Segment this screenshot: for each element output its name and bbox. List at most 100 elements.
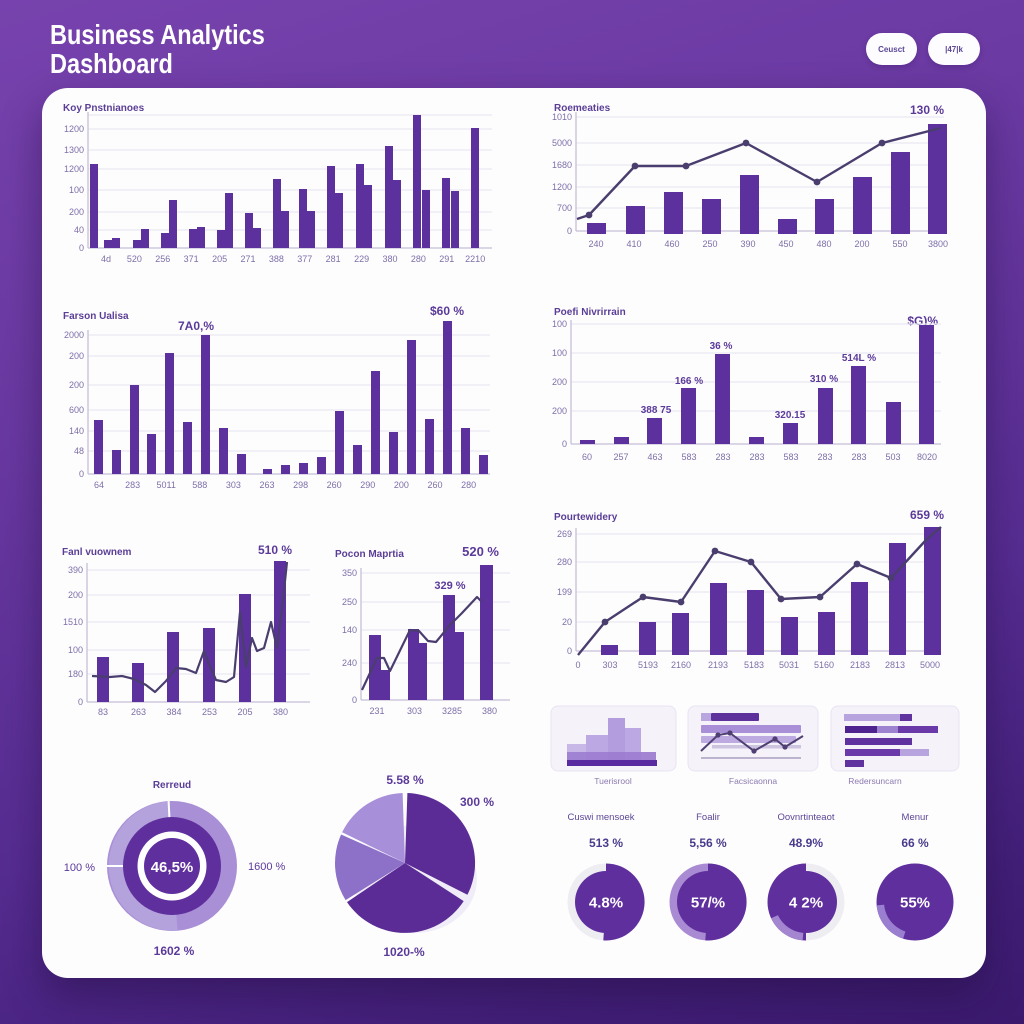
- svg-text:250: 250: [342, 597, 357, 607]
- svg-text:4 2%: 4 2%: [789, 895, 823, 912]
- svg-text:329 %: 329 %: [434, 580, 465, 592]
- svg-text:659 %: 659 %: [910, 508, 944, 522]
- svg-text:5160: 5160: [814, 660, 834, 670]
- svg-text:200: 200: [552, 406, 567, 416]
- svg-text:260: 260: [327, 480, 342, 490]
- svg-text:100: 100: [552, 348, 567, 358]
- svg-text:7A0,%: 7A0,%: [178, 319, 214, 333]
- svg-text:303: 303: [226, 480, 241, 490]
- svg-text:1020-%: 1020-%: [383, 945, 425, 959]
- svg-text:460: 460: [664, 239, 679, 249]
- svg-text:205: 205: [212, 254, 227, 264]
- svg-text:66 %: 66 %: [901, 836, 929, 850]
- svg-text:0: 0: [567, 226, 572, 236]
- svg-text:263: 263: [131, 707, 146, 717]
- svg-text:1600 %: 1600 %: [248, 861, 286, 873]
- svg-text:0: 0: [575, 660, 580, 670]
- svg-text:1200: 1200: [64, 164, 84, 174]
- svg-text:380: 380: [482, 706, 497, 716]
- svg-text:200: 200: [854, 239, 869, 249]
- svg-text:5000: 5000: [920, 660, 940, 670]
- svg-text:253: 253: [202, 707, 217, 717]
- svg-text:Tuerisrool: Tuerisrool: [594, 776, 632, 786]
- svg-text:1010: 1010: [552, 112, 572, 122]
- svg-text:520: 520: [127, 254, 142, 264]
- svg-text:300 %: 300 %: [460, 795, 494, 809]
- svg-text:100: 100: [552, 319, 567, 329]
- svg-text:2000: 2000: [64, 330, 84, 340]
- svg-text:5,56 %: 5,56 %: [689, 836, 727, 850]
- svg-text:Pourtewidery: Pourtewidery: [554, 512, 618, 523]
- svg-text:5193: 5193: [638, 660, 658, 670]
- svg-text:8020: 8020: [917, 452, 937, 462]
- svg-text:0: 0: [78, 697, 83, 707]
- svg-text:130 %: 130 %: [910, 103, 944, 117]
- svg-text:1300: 1300: [64, 145, 84, 155]
- svg-text:0: 0: [567, 646, 572, 656]
- svg-text:Redersuncarn: Redersuncarn: [848, 776, 902, 786]
- svg-text:283: 283: [851, 452, 866, 462]
- svg-text:100 %: 100 %: [64, 862, 95, 874]
- svg-text:$60 %: $60 %: [430, 304, 464, 318]
- svg-text:260: 260: [427, 480, 442, 490]
- svg-text:291: 291: [439, 254, 454, 264]
- svg-text:390: 390: [68, 565, 83, 575]
- svg-text:3285: 3285: [442, 706, 462, 716]
- svg-text:Cuswi mensoek: Cuswi mensoek: [567, 812, 634, 823]
- svg-text:280: 280: [461, 480, 476, 490]
- svg-text:380: 380: [273, 707, 288, 717]
- svg-text:5.58 %: 5.58 %: [386, 773, 424, 787]
- svg-text:100: 100: [69, 185, 84, 195]
- svg-text:388 75: 388 75: [641, 405, 672, 416]
- svg-text:140: 140: [342, 625, 357, 635]
- svg-text:4d: 4d: [101, 254, 111, 264]
- svg-text:513 %: 513 %: [589, 836, 623, 850]
- svg-text:384: 384: [166, 707, 181, 717]
- svg-text:281: 281: [326, 254, 341, 264]
- svg-text:240: 240: [342, 658, 357, 668]
- svg-text:240: 240: [588, 239, 603, 249]
- svg-text:2813: 2813: [885, 660, 905, 670]
- svg-text:283: 283: [749, 452, 764, 462]
- svg-text:283: 283: [125, 480, 140, 490]
- svg-text:Facsicaonna: Facsicaonna: [729, 776, 777, 786]
- svg-text:550: 550: [892, 239, 907, 249]
- svg-text:Koy Pnstnianoes: Koy Pnstnianoes: [63, 103, 145, 114]
- svg-text:520 %: 520 %: [462, 544, 499, 559]
- svg-text:60: 60: [582, 452, 592, 462]
- svg-text:588: 588: [192, 480, 207, 490]
- svg-text:303: 303: [602, 660, 617, 670]
- svg-text:200: 200: [394, 480, 409, 490]
- svg-text:200: 200: [69, 207, 84, 217]
- svg-text:20: 20: [562, 617, 572, 627]
- svg-text:0: 0: [352, 695, 357, 705]
- svg-text:450: 450: [778, 239, 793, 249]
- svg-text:700: 700: [557, 203, 572, 213]
- svg-text:371: 371: [184, 254, 199, 264]
- svg-text:310 %: 310 %: [810, 374, 838, 385]
- svg-text:269: 269: [557, 529, 572, 539]
- svg-text:57/%: 57/%: [691, 895, 725, 912]
- svg-text:4.8%: 4.8%: [589, 895, 623, 912]
- svg-text:1510: 1510: [63, 617, 83, 627]
- svg-text:2210: 2210: [465, 254, 485, 264]
- svg-text:205: 205: [237, 707, 252, 717]
- svg-text:250: 250: [702, 239, 717, 249]
- svg-text:180: 180: [68, 669, 83, 679]
- svg-text:46,5%: 46,5%: [151, 859, 194, 876]
- svg-text:1200: 1200: [64, 124, 84, 134]
- svg-text:Rerreud: Rerreud: [153, 780, 191, 791]
- svg-text:510 %: 510 %: [258, 543, 292, 557]
- svg-text:100: 100: [68, 645, 83, 655]
- svg-text:514L %: 514L %: [842, 353, 876, 364]
- svg-text:380: 380: [382, 254, 397, 264]
- svg-text:271: 271: [240, 254, 255, 264]
- svg-text:200: 200: [69, 380, 84, 390]
- svg-text:Roemeaties: Roemeaties: [554, 103, 611, 114]
- svg-text:200: 200: [69, 351, 84, 361]
- svg-text:1680: 1680: [552, 160, 572, 170]
- svg-text:290: 290: [360, 480, 375, 490]
- svg-text:283: 283: [817, 452, 832, 462]
- svg-text:2183: 2183: [850, 660, 870, 670]
- svg-text:200: 200: [552, 377, 567, 387]
